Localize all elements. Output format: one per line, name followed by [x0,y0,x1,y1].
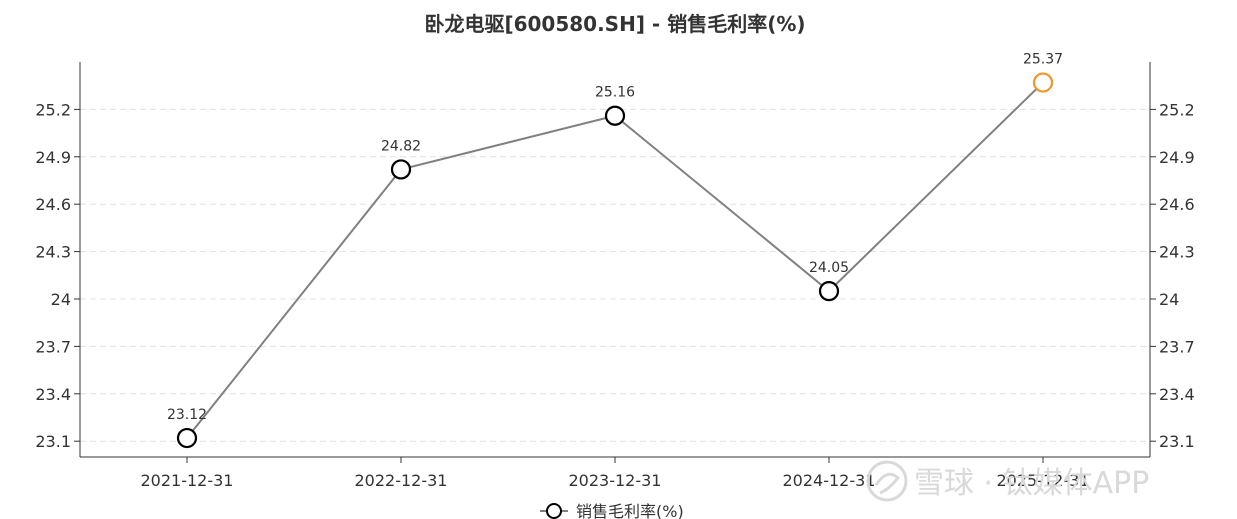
y-tick-label-right: 24.9 [1159,148,1195,167]
y-tick-label-right: 23.4 [1159,385,1195,404]
x-tick-label: 2025-12-31 [997,471,1090,490]
grid [80,108,1150,442]
data-label: 24.82 [381,138,421,154]
y-tick-label-left: 24 [51,290,71,309]
data-labels: 23.12 24.82 25.16 24.05 25.37 [167,52,1063,424]
data-point[interactable] [390,159,412,180]
y-tick-label-left: 23.7 [35,337,71,356]
watermark: 雪球 · 钛媒体APP [866,460,1149,502]
x-tick-label: 2022-12-31 [355,471,448,490]
data-label: 25.37 [1023,52,1063,68]
y-axis-right: 23.1 23.4 23.7 24 24.3 24.6 24.9 25.2 [1150,100,1195,451]
data-point[interactable] [176,427,198,449]
y-tick-label-right: 25.2 [1159,100,1195,119]
y-tick-label-left: 24.9 [35,148,71,167]
y-tick-label-left: 24.3 [35,243,71,262]
y-tick-label-left: 24.6 [35,195,71,214]
data-points [176,72,1054,449]
y-tick-label-right: 23.7 [1159,337,1195,356]
legend-label: 销售毛利率(%) [576,502,684,519]
y-tick-label-left: 23.1 [35,432,71,451]
y-tick-label-right: 24 [1159,290,1179,309]
y-tick-label-right: 23.1 [1159,432,1195,451]
legend-marker-icon [546,503,562,519]
y-tick-label-left: 23.4 [35,385,71,404]
data-point[interactable] [818,281,840,302]
data-point[interactable] [1032,72,1054,93]
series-line [186,81,1044,439]
y-axis-left: 23.1 23.4 23.7 24 24.3 24.6 24.9 25.2 [35,100,80,451]
x-axis: 2021-12-31 2022-12-31 2023-12-31 2024-12-31… [141,457,1090,490]
snowball-logo-icon [866,460,908,502]
chart-title: 卧龙电驱[600580.SH] - 销售毛利率(%) [424,12,805,36]
x-tick-label: 2023-12-31 [569,471,662,490]
legend[interactable]: 销售毛利率(%) [540,502,684,519]
data-label: 24.05 [809,260,849,276]
x-tick-label: 2024-12-31 [783,471,876,490]
y-tick-label-right: 24.3 [1159,243,1195,262]
y-tick-label-right: 24.6 [1159,195,1195,214]
data-label: 23.12 [167,407,207,423]
data-label: 25.16 [595,85,635,101]
x-tick-label: 2021-12-31 [141,471,234,490]
watermark-text: 雪球 · 钛媒体APP [914,466,1149,501]
y-tick-label-left: 25.2 [35,100,71,119]
data-point[interactable] [604,105,626,126]
